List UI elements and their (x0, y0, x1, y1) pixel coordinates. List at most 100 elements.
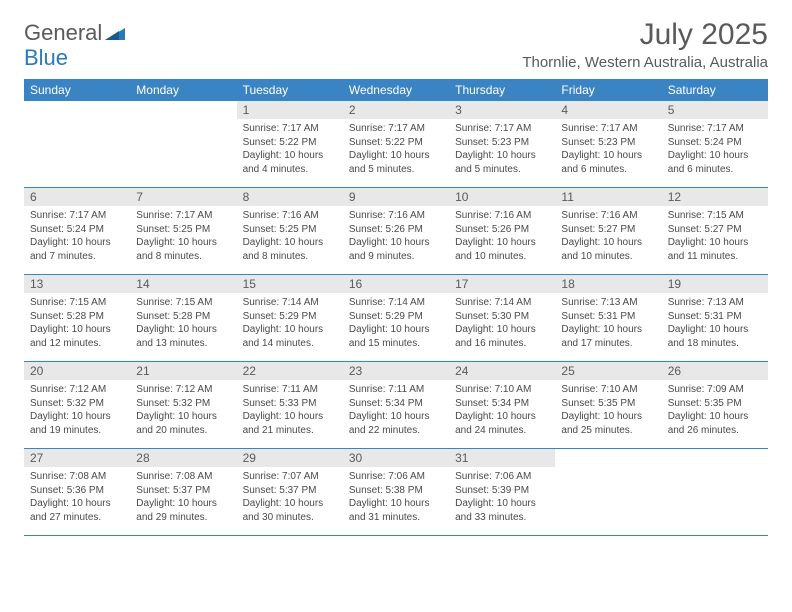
daylight-text: Daylight: 10 hours and 10 minutes. (561, 236, 655, 263)
day-header: Sunday (24, 79, 130, 101)
day-details: Sunrise: 7:15 AMSunset: 5:27 PMDaylight:… (662, 206, 768, 267)
day-cell: 25Sunrise: 7:10 AMSunset: 5:35 PMDayligh… (555, 362, 661, 448)
sunset-text: Sunset: 5:26 PM (349, 223, 443, 237)
sunset-text: Sunset: 5:29 PM (349, 310, 443, 324)
week-row: 27Sunrise: 7:08 AMSunset: 5:36 PMDayligh… (24, 448, 768, 536)
logo-triangle-icon (105, 26, 125, 45)
day-number: 18 (555, 275, 661, 293)
logo: General Blue (24, 18, 125, 70)
sunrise-text: Sunrise: 7:14 AM (455, 296, 549, 310)
calendar-grid: SundayMondayTuesdayWednesdayThursdayFrid… (24, 79, 768, 536)
sunset-text: Sunset: 5:34 PM (455, 397, 549, 411)
day-cell (24, 101, 130, 187)
daylight-text: Daylight: 10 hours and 5 minutes. (455, 149, 549, 176)
sunrise-text: Sunrise: 7:13 AM (561, 296, 655, 310)
sunrise-text: Sunrise: 7:13 AM (668, 296, 762, 310)
sunset-text: Sunset: 5:24 PM (30, 223, 124, 237)
day-details: Sunrise: 7:14 AMSunset: 5:30 PMDaylight:… (449, 293, 555, 354)
sunset-text: Sunset: 5:34 PM (349, 397, 443, 411)
day-details: Sunrise: 7:06 AMSunset: 5:39 PMDaylight:… (449, 467, 555, 528)
day-number: 5 (662, 101, 768, 119)
day-cell: 19Sunrise: 7:13 AMSunset: 5:31 PMDayligh… (662, 275, 768, 361)
day-details: Sunrise: 7:14 AMSunset: 5:29 PMDaylight:… (237, 293, 343, 354)
day-cell: 12Sunrise: 7:15 AMSunset: 5:27 PMDayligh… (662, 188, 768, 274)
day-cell: 11Sunrise: 7:16 AMSunset: 5:27 PMDayligh… (555, 188, 661, 274)
sunrise-text: Sunrise: 7:14 AM (349, 296, 443, 310)
day-details: Sunrise: 7:17 AMSunset: 5:25 PMDaylight:… (130, 206, 236, 267)
sunrise-text: Sunrise: 7:11 AM (243, 383, 337, 397)
day-number: 7 (130, 188, 236, 206)
daylight-text: Daylight: 10 hours and 14 minutes. (243, 323, 337, 350)
day-details: Sunrise: 7:08 AMSunset: 5:36 PMDaylight:… (24, 467, 130, 528)
daylight-text: Daylight: 10 hours and 8 minutes. (136, 236, 230, 263)
day-details: Sunrise: 7:16 AMSunset: 5:27 PMDaylight:… (555, 206, 661, 267)
day-cell: 22Sunrise: 7:11 AMSunset: 5:33 PMDayligh… (237, 362, 343, 448)
daylight-text: Daylight: 10 hours and 18 minutes. (668, 323, 762, 350)
day-number: 20 (24, 362, 130, 380)
sunset-text: Sunset: 5:23 PM (561, 136, 655, 150)
day-details: Sunrise: 7:17 AMSunset: 5:24 PMDaylight:… (662, 119, 768, 180)
daylight-text: Daylight: 10 hours and 20 minutes. (136, 410, 230, 437)
sunrise-text: Sunrise: 7:11 AM (349, 383, 443, 397)
day-cell (555, 449, 661, 535)
day-number: 10 (449, 188, 555, 206)
day-cell: 13Sunrise: 7:15 AMSunset: 5:28 PMDayligh… (24, 275, 130, 361)
sunset-text: Sunset: 5:37 PM (136, 484, 230, 498)
logo-text-blue: Blue (24, 45, 68, 70)
title-block: July 2025 Thornlie, Western Australia, A… (522, 18, 768, 71)
day-number: 14 (130, 275, 236, 293)
sunrise-text: Sunrise: 7:16 AM (349, 209, 443, 223)
day-cell: 2Sunrise: 7:17 AMSunset: 5:22 PMDaylight… (343, 101, 449, 187)
sunset-text: Sunset: 5:39 PM (455, 484, 549, 498)
day-details (555, 467, 661, 474)
daylight-text: Daylight: 10 hours and 13 minutes. (136, 323, 230, 350)
daylight-text: Daylight: 10 hours and 26 minutes. (668, 410, 762, 437)
weeks-container: 1Sunrise: 7:17 AMSunset: 5:22 PMDaylight… (24, 101, 768, 536)
day-number: 13 (24, 275, 130, 293)
day-details: Sunrise: 7:16 AMSunset: 5:25 PMDaylight:… (237, 206, 343, 267)
sunset-text: Sunset: 5:32 PM (136, 397, 230, 411)
day-header: Monday (130, 79, 236, 101)
day-cell: 27Sunrise: 7:08 AMSunset: 5:36 PMDayligh… (24, 449, 130, 535)
sunset-text: Sunset: 5:32 PM (30, 397, 124, 411)
day-cell: 20Sunrise: 7:12 AMSunset: 5:32 PMDayligh… (24, 362, 130, 448)
day-details: Sunrise: 7:07 AMSunset: 5:37 PMDaylight:… (237, 467, 343, 528)
sunset-text: Sunset: 5:25 PM (243, 223, 337, 237)
sunrise-text: Sunrise: 7:17 AM (561, 122, 655, 136)
day-details (130, 119, 236, 126)
sunrise-text: Sunrise: 7:16 AM (243, 209, 337, 223)
day-number: 11 (555, 188, 661, 206)
sunrise-text: Sunrise: 7:17 AM (136, 209, 230, 223)
day-cell: 26Sunrise: 7:09 AMSunset: 5:35 PMDayligh… (662, 362, 768, 448)
logo-text-block: General Blue (24, 22, 125, 70)
sunrise-text: Sunrise: 7:15 AM (136, 296, 230, 310)
week-row: 13Sunrise: 7:15 AMSunset: 5:28 PMDayligh… (24, 274, 768, 361)
day-number: 26 (662, 362, 768, 380)
daylight-text: Daylight: 10 hours and 7 minutes. (30, 236, 124, 263)
week-row: 6Sunrise: 7:17 AMSunset: 5:24 PMDaylight… (24, 187, 768, 274)
day-cell: 4Sunrise: 7:17 AMSunset: 5:23 PMDaylight… (555, 101, 661, 187)
day-number: 3 (449, 101, 555, 119)
day-cell: 30Sunrise: 7:06 AMSunset: 5:38 PMDayligh… (343, 449, 449, 535)
day-details: Sunrise: 7:12 AMSunset: 5:32 PMDaylight:… (24, 380, 130, 441)
sunset-text: Sunset: 5:27 PM (668, 223, 762, 237)
day-details: Sunrise: 7:10 AMSunset: 5:34 PMDaylight:… (449, 380, 555, 441)
day-cell: 28Sunrise: 7:08 AMSunset: 5:37 PMDayligh… (130, 449, 236, 535)
sunset-text: Sunset: 5:35 PM (668, 397, 762, 411)
day-details: Sunrise: 7:12 AMSunset: 5:32 PMDaylight:… (130, 380, 236, 441)
day-number: 25 (555, 362, 661, 380)
day-header: Friday (555, 79, 661, 101)
daylight-text: Daylight: 10 hours and 12 minutes. (30, 323, 124, 350)
day-number: 22 (237, 362, 343, 380)
daylight-text: Daylight: 10 hours and 5 minutes. (349, 149, 443, 176)
day-cell: 15Sunrise: 7:14 AMSunset: 5:29 PMDayligh… (237, 275, 343, 361)
sunrise-text: Sunrise: 7:16 AM (455, 209, 549, 223)
sunrise-text: Sunrise: 7:15 AM (30, 296, 124, 310)
sunrise-text: Sunrise: 7:17 AM (243, 122, 337, 136)
daylight-text: Daylight: 10 hours and 33 minutes. (455, 497, 549, 524)
daylight-text: Daylight: 10 hours and 15 minutes. (349, 323, 443, 350)
day-details: Sunrise: 7:11 AMSunset: 5:33 PMDaylight:… (237, 380, 343, 441)
sunrise-text: Sunrise: 7:17 AM (668, 122, 762, 136)
day-details: Sunrise: 7:17 AMSunset: 5:23 PMDaylight:… (449, 119, 555, 180)
sunrise-text: Sunrise: 7:12 AM (30, 383, 124, 397)
